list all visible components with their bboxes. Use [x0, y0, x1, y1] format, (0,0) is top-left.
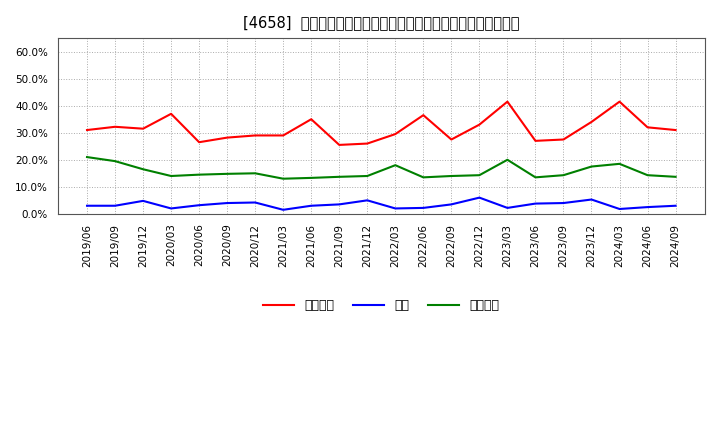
- 在庫: [447, 202, 456, 207]
- 売上債権: [167, 111, 176, 117]
- 在庫: [671, 203, 680, 209]
- 在庫: [139, 198, 148, 204]
- 売上債権: [363, 141, 372, 146]
- 買入債務: [419, 175, 428, 180]
- 在庫: [503, 205, 512, 211]
- 売上債権: [503, 99, 512, 104]
- 売上債権: [588, 119, 596, 125]
- 売上債権: [307, 117, 315, 122]
- 在庫: [475, 195, 484, 200]
- 売上債権: [559, 137, 568, 142]
- 売上債権: [447, 137, 456, 142]
- 売上債権: [139, 126, 148, 131]
- Legend: 売上債権, 在庫, 買入債務: 売上債権, 在庫, 買入債務: [258, 294, 505, 317]
- 在庫: [222, 200, 231, 205]
- 売上債権: [391, 132, 400, 137]
- Line: 買入債務: 買入債務: [87, 157, 675, 179]
- 在庫: [391, 206, 400, 211]
- 売上債権: [643, 125, 652, 130]
- 買入債務: [307, 175, 315, 180]
- 在庫: [251, 200, 259, 205]
- 売上債権: [671, 128, 680, 133]
- 買入債務: [363, 173, 372, 179]
- 在庫: [588, 197, 596, 202]
- 在庫: [307, 203, 315, 209]
- 買入債務: [251, 171, 259, 176]
- Title: [4658]  売上債権、在庫、買入債務の総資産に対する比率の推移: [4658] 売上債権、在庫、買入債務の総資産に対する比率の推移: [243, 15, 520, 30]
- 買入債務: [447, 173, 456, 179]
- 買入債務: [195, 172, 204, 177]
- 買入債務: [279, 176, 287, 181]
- 在庫: [335, 202, 343, 207]
- 在庫: [363, 198, 372, 203]
- 買入債務: [222, 171, 231, 176]
- 在庫: [419, 205, 428, 211]
- 買入債務: [615, 161, 624, 166]
- 在庫: [167, 206, 176, 211]
- 買入債務: [475, 172, 484, 178]
- 売上債権: [531, 138, 540, 143]
- 買入債務: [111, 158, 120, 164]
- Line: 売上債権: 売上債権: [87, 102, 675, 145]
- 買入債務: [335, 174, 343, 180]
- 買入債務: [167, 173, 176, 179]
- 買入債務: [139, 167, 148, 172]
- 売上債権: [475, 122, 484, 127]
- 買入債務: [391, 162, 400, 168]
- 在庫: [643, 205, 652, 210]
- 在庫: [83, 203, 91, 209]
- 在庫: [111, 203, 120, 209]
- 売上債権: [195, 139, 204, 145]
- 買入債務: [83, 154, 91, 160]
- 売上債権: [222, 135, 231, 140]
- 売上債権: [279, 133, 287, 138]
- 売上債権: [83, 128, 91, 133]
- 在庫: [615, 206, 624, 212]
- 在庫: [279, 207, 287, 213]
- 売上債権: [615, 99, 624, 104]
- 在庫: [559, 200, 568, 205]
- Line: 在庫: 在庫: [87, 198, 675, 210]
- 売上債権: [251, 133, 259, 138]
- 買入債務: [503, 157, 512, 162]
- 売上債権: [419, 113, 428, 118]
- 在庫: [531, 201, 540, 206]
- 在庫: [195, 202, 204, 208]
- 買入債務: [559, 172, 568, 178]
- 売上債権: [111, 124, 120, 129]
- 売上債権: [335, 142, 343, 147]
- 買入債務: [588, 164, 596, 169]
- 買入債務: [531, 175, 540, 180]
- 買入債務: [643, 172, 652, 178]
- 買入債務: [671, 174, 680, 180]
